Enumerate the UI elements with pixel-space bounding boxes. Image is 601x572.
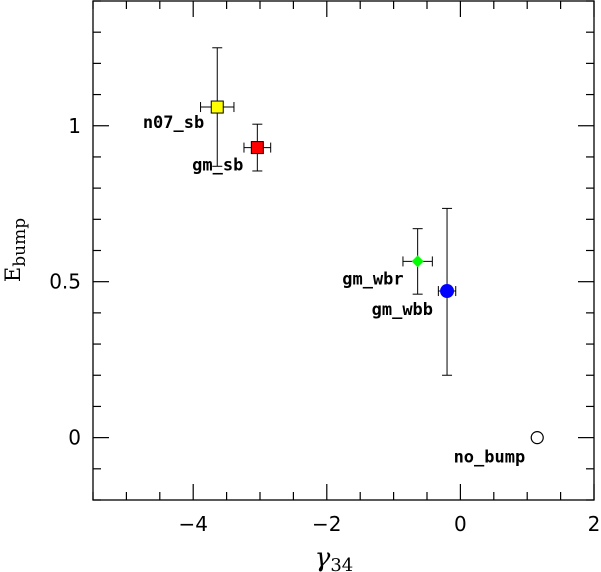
- point-label-gm-wbr: gm_wbr: [342, 269, 403, 289]
- error-bars: [200, 47, 457, 376]
- x-axis-label-main: γ: [315, 543, 331, 572]
- data-point-labels: n07_sb gm_sb gm_wbr gm_wbb no_bump: [143, 113, 525, 468]
- marker-gm-sb: [250, 141, 264, 155]
- x-tick-label: 2: [588, 512, 601, 536]
- x-tick-label: −2: [312, 512, 341, 536]
- marker-no-bump: [530, 431, 544, 445]
- marker-gm-wbb: [440, 284, 455, 299]
- x-tick-label: −4: [178, 512, 207, 536]
- point-label-gm-sb: gm_sb: [192, 156, 243, 176]
- point-label-no-bump: no_bump: [454, 448, 526, 468]
- y-axis-label-main: E: [1, 267, 25, 282]
- plot-frame: [92, 0, 595, 501]
- axis-ticks: [92, 0, 595, 501]
- y-tick-label: 0.5: [49, 270, 81, 294]
- data-markers: [210, 100, 544, 445]
- x-tick-label: 0: [454, 512, 467, 536]
- marker-gm-wbr: [411, 255, 424, 268]
- y-axis-label-sub: bump: [10, 218, 30, 267]
- axis-tick-labels: −4 −2 0 2 0 0.5 1: [49, 114, 600, 536]
- y-axis-label: Ebump: [1, 218, 30, 282]
- point-label-n07-sb: n07_sb: [143, 113, 204, 133]
- y-tick-label: 0: [68, 426, 81, 450]
- x-axis-label-sub: 34: [330, 555, 353, 572]
- marker-n07-sb: [210, 100, 224, 114]
- y-tick-label: 1: [68, 114, 81, 138]
- point-label-gm-wbb: gm_wbb: [372, 300, 433, 320]
- x-axis-label: γ34: [315, 543, 353, 572]
